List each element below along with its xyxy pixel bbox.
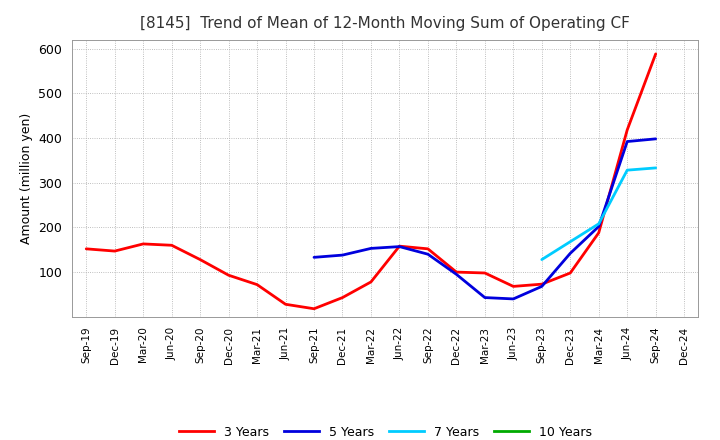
3 Years: [480, 270, 489, 275]
7 Years: [595, 221, 603, 227]
3 Years: [366, 279, 375, 285]
7 Years: [623, 168, 631, 173]
Legend: 3 Years, 5 Years, 7 Years, 10 Years: 3 Years, 5 Years, 7 Years, 10 Years: [174, 421, 597, 440]
5 Years: [480, 295, 489, 300]
3 Years: [395, 243, 404, 249]
3 Years: [652, 51, 660, 57]
3 Years: [452, 269, 461, 275]
5 Years: [537, 284, 546, 289]
7 Years: [566, 239, 575, 244]
3 Years: [566, 270, 575, 275]
3 Years: [310, 306, 318, 312]
5 Years: [623, 139, 631, 144]
3 Years: [253, 282, 261, 287]
3 Years: [595, 230, 603, 235]
5 Years: [338, 253, 347, 258]
Y-axis label: Amount (million yen): Amount (million yen): [19, 113, 32, 244]
5 Years: [566, 251, 575, 256]
3 Years: [509, 284, 518, 289]
5 Years: [310, 255, 318, 260]
Line: 3 Years: 3 Years: [86, 54, 656, 309]
3 Years: [139, 241, 148, 246]
5 Years: [452, 271, 461, 277]
3 Years: [282, 302, 290, 307]
3 Years: [110, 249, 119, 254]
5 Years: [595, 224, 603, 229]
3 Years: [225, 272, 233, 278]
3 Years: [167, 242, 176, 248]
3 Years: [196, 257, 204, 262]
5 Years: [366, 246, 375, 251]
Line: 7 Years: 7 Years: [541, 168, 656, 260]
7 Years: [537, 257, 546, 262]
3 Years: [623, 127, 631, 132]
3 Years: [338, 295, 347, 300]
5 Years: [509, 296, 518, 301]
Title: [8145]  Trend of Mean of 12-Month Moving Sum of Operating CF: [8145] Trend of Mean of 12-Month Moving …: [140, 16, 630, 32]
3 Years: [423, 246, 432, 252]
3 Years: [537, 282, 546, 287]
5 Years: [423, 252, 432, 257]
5 Years: [395, 244, 404, 249]
Line: 5 Years: 5 Years: [314, 139, 656, 299]
5 Years: [652, 136, 660, 142]
7 Years: [652, 165, 660, 171]
3 Years: [82, 246, 91, 252]
